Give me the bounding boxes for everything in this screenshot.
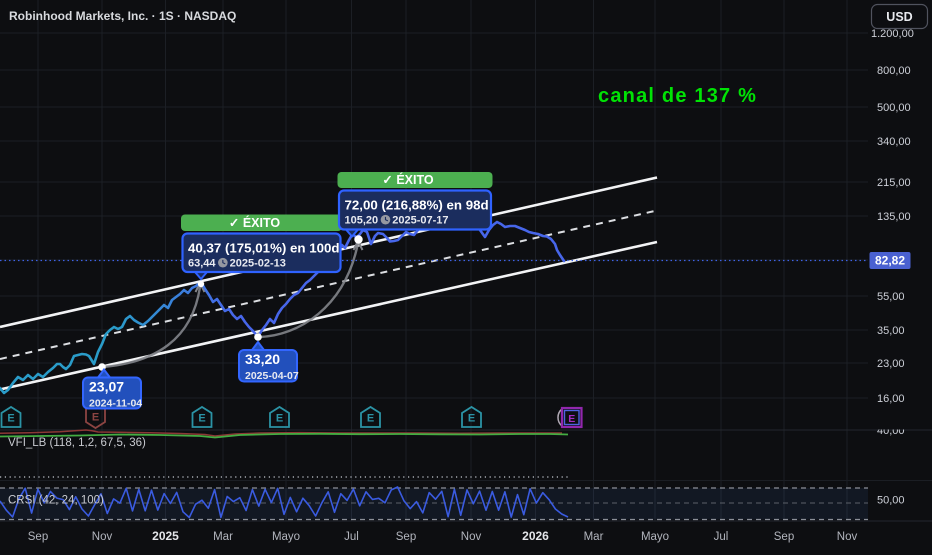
svg-text:500,00: 500,00: [877, 102, 911, 114]
svg-text:72,00 (216,88%) en 98d: 72,00 (216,88%) en 98d: [345, 198, 489, 213]
svg-text:Nov: Nov: [837, 531, 858, 543]
svg-text:1.200,00: 1.200,00: [871, 28, 914, 40]
svg-text:Mayo: Mayo: [641, 531, 669, 543]
svg-text:23,07: 23,07: [89, 379, 124, 395]
svg-text:Nov: Nov: [92, 531, 113, 543]
svg-text:2025-07-17: 2025-07-17: [392, 215, 448, 227]
svg-text:215,00: 215,00: [877, 177, 911, 189]
svg-text:800,00: 800,00: [877, 65, 911, 77]
svg-text:Sep: Sep: [28, 531, 48, 543]
svg-text:✓ ÉXITO: ✓ ÉXITO: [229, 215, 281, 230]
svg-text:Mayo: Mayo: [272, 531, 300, 543]
svg-text:canal de 137 %: canal de 137 %: [598, 85, 757, 107]
svg-text:2026: 2026: [522, 529, 549, 543]
svg-text:105,20: 105,20: [345, 215, 379, 227]
svg-text:Jul: Jul: [344, 531, 359, 543]
svg-text:Jul: Jul: [714, 531, 729, 543]
svg-text:Mar: Mar: [584, 531, 604, 543]
svg-text:2025-04-07: 2025-04-07: [245, 370, 299, 382]
svg-text:63,44: 63,44: [188, 258, 216, 270]
svg-text:CRSI (42, 24, 100): CRSI (42, 24, 100): [8, 495, 104, 507]
svg-text:Sep: Sep: [774, 531, 794, 543]
svg-text:E: E: [92, 412, 99, 424]
svg-text:E: E: [276, 413, 283, 425]
svg-text:2024-11-04: 2024-11-04: [89, 398, 142, 410]
svg-text:2025: 2025: [152, 529, 179, 543]
svg-text:40,37 (175,01%) en 100d: 40,37 (175,01%) en 100d: [188, 241, 340, 256]
svg-text:E: E: [568, 413, 575, 425]
svg-text:Robinhood Markets, Inc. · 1S ·: Robinhood Markets, Inc. · 1S · NASDAQ: [9, 9, 236, 23]
svg-text:VFI_LB (118, 1,2, 67,5, 36): VFI_LB (118, 1,2, 67,5, 36): [8, 437, 146, 449]
svg-text:USD: USD: [886, 10, 912, 24]
svg-text:23,00: 23,00: [877, 358, 905, 370]
svg-text:E: E: [468, 413, 475, 425]
svg-text:E: E: [367, 413, 374, 425]
svg-text:2025-02-13: 2025-02-13: [230, 258, 286, 270]
svg-text:82,82: 82,82: [875, 254, 905, 268]
svg-text:E: E: [198, 413, 205, 425]
svg-text:40,00: 40,00: [877, 425, 905, 437]
svg-text:35,00: 35,00: [877, 325, 905, 337]
svg-text:Mar: Mar: [213, 531, 233, 543]
svg-text:55,00: 55,00: [877, 291, 905, 303]
svg-text:340,00: 340,00: [877, 136, 911, 148]
svg-text:E: E: [7, 413, 14, 425]
svg-text:135,00: 135,00: [877, 211, 911, 223]
svg-text:50,00: 50,00: [877, 495, 905, 507]
svg-text:Nov: Nov: [461, 531, 482, 543]
svg-text:Sep: Sep: [396, 531, 416, 543]
svg-text:33,20: 33,20: [245, 351, 280, 367]
svg-text:✓ ÉXITO: ✓ ÉXITO: [382, 172, 434, 187]
svg-text:16,00: 16,00: [877, 393, 905, 405]
